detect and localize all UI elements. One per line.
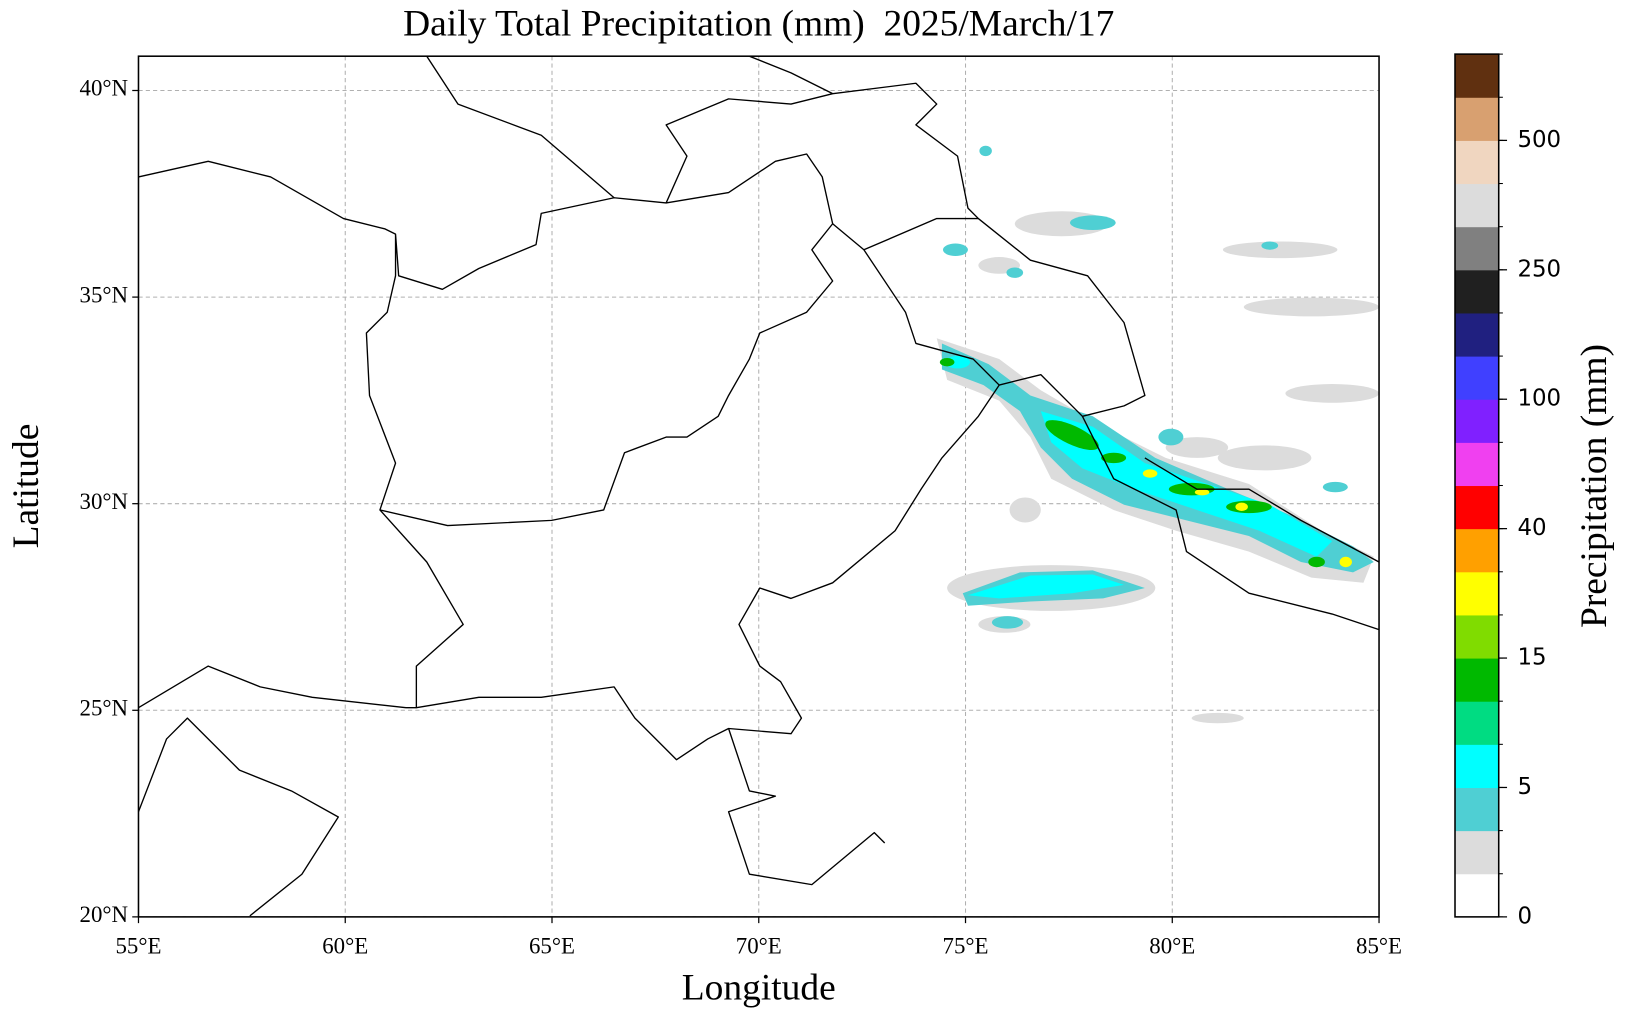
colorbar-segment	[1455, 226, 1499, 271]
colorbar-segment	[1455, 54, 1499, 98]
colorbar-tick-label: 15	[1517, 645, 1546, 671]
colorbar-frame	[1454, 53, 1500, 918]
x-tick-label: 75°E	[943, 933, 989, 958]
colorbar-tick-label: 100	[1517, 386, 1561, 412]
x-axis-label: Longitude	[682, 967, 836, 1008]
y-tick-label: 30°N	[80, 489, 129, 514]
colorbar-tick-label: 500	[1517, 127, 1561, 153]
y-tick-label: 40°N	[80, 76, 129, 101]
colorbar-segment	[1455, 830, 1499, 875]
y-tick-label: 25°N	[80, 696, 129, 721]
colorbar-segment	[1455, 701, 1499, 745]
x-tick-label: 65°E	[529, 933, 575, 958]
colorbar-segment	[1455, 528, 1499, 573]
colorbar-segment	[1455, 399, 1499, 443]
colorbar-segment	[1455, 312, 1499, 357]
y-tick-label: 20°N	[80, 902, 129, 927]
colorbar-segment	[1455, 356, 1499, 400]
colorbar-segment	[1455, 658, 1499, 702]
colorbar-tick-label: 0	[1517, 903, 1532, 929]
x-tick-label: 85°E	[1356, 933, 1402, 958]
x-tick-label: 80°E	[1149, 933, 1195, 958]
y-axis-label: Latitude	[6, 424, 47, 549]
colorbar-segment	[1455, 614, 1499, 659]
x-tick-label: 55°E	[115, 933, 161, 958]
map-title: Daily Total Precipitation (mm) 2025/Marc…	[403, 4, 1114, 45]
colorbar-segment	[1455, 97, 1499, 141]
colorbar-segment	[1455, 140, 1499, 185]
colorbar-label: Precipitation (mm)	[1574, 344, 1615, 628]
colorbar-segment	[1455, 873, 1499, 918]
x-tick-label: 70°E	[736, 933, 782, 958]
colorbar-segment	[1455, 485, 1499, 530]
colorbar-segment	[1455, 571, 1499, 616]
colorbar-segment	[1455, 183, 1499, 228]
colorbar-segment	[1455, 787, 1499, 832]
colorbar-segment	[1455, 744, 1499, 788]
colorbar-tick-label: 5	[1517, 774, 1532, 800]
precipitation-field	[936, 145, 1380, 724]
colorbar-segment	[1455, 269, 1499, 314]
y-tick-label: 35°N	[80, 282, 129, 307]
colorbar-tick-label: 250	[1517, 256, 1561, 282]
country-borders	[138, 56, 1380, 917]
x-tick-label: 60°E	[322, 933, 368, 958]
colorbar-segment	[1455, 442, 1499, 487]
colorbar-tick-label: 40	[1517, 515, 1546, 541]
